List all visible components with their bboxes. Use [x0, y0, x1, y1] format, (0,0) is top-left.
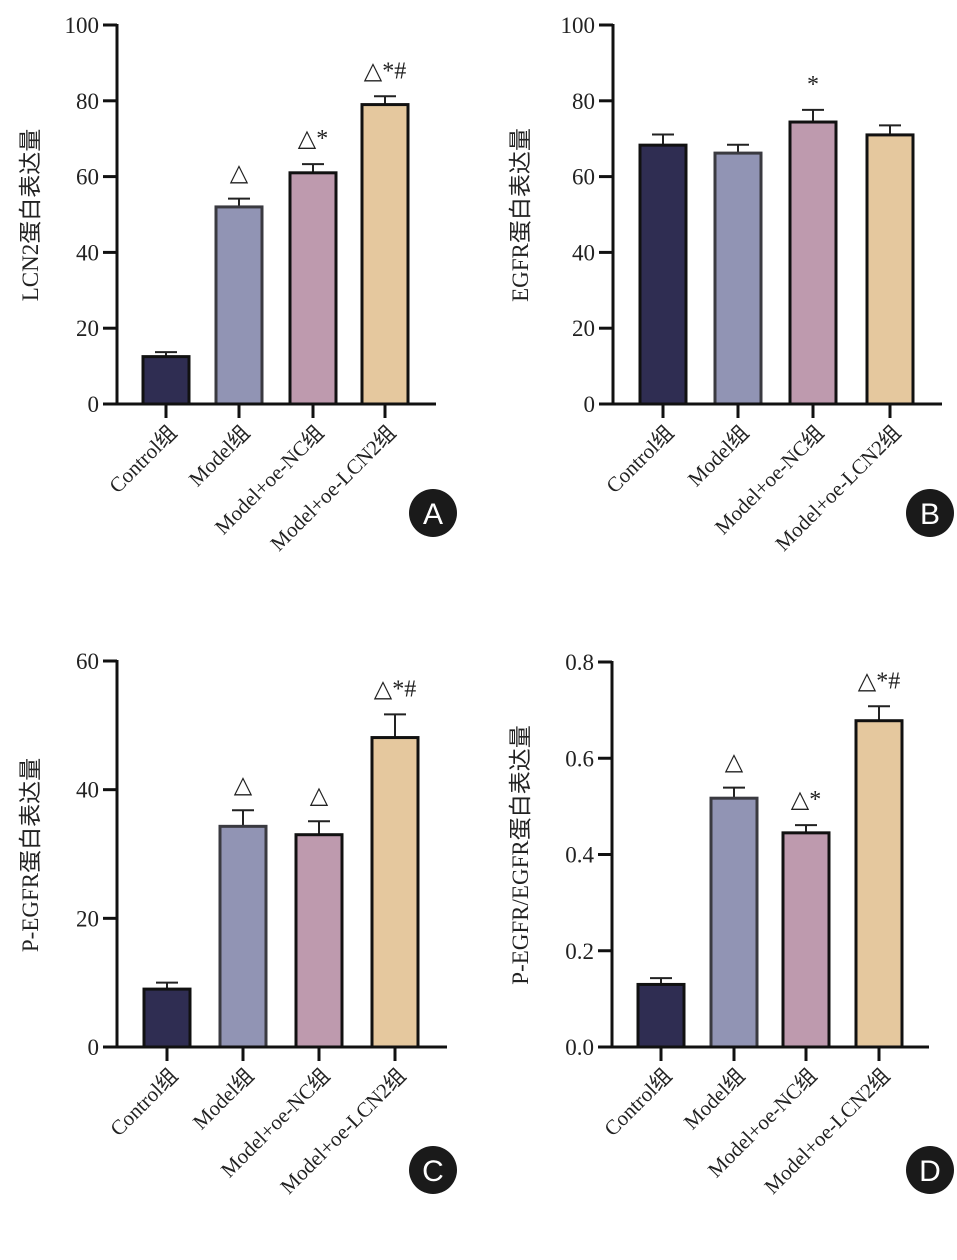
bar	[360, 103, 410, 406]
panel-badge-label: A	[423, 498, 443, 531]
significance-label: △	[234, 772, 253, 798]
panel-badge	[409, 1146, 457, 1194]
bar	[854, 719, 904, 1049]
y-tick-label: 0	[88, 392, 100, 417]
y-tick-label: 20	[572, 316, 595, 341]
bar	[636, 982, 686, 1049]
panel-badge	[409, 489, 457, 537]
y-tick-label: 40	[76, 240, 99, 265]
x-tick-label: Model+oe-LCN2组	[265, 421, 400, 556]
x-tick-label: Model组	[683, 421, 754, 492]
y-tick-label: 100	[65, 13, 100, 38]
y-tick-label: 40	[572, 240, 595, 265]
significance-label: △	[230, 161, 249, 187]
y-tick-label: 0.6	[565, 746, 594, 771]
bar	[141, 355, 191, 406]
y-tick-label: 100	[561, 13, 596, 38]
y-axis-label: LCN2蛋白表达量	[18, 129, 43, 302]
panel-badge	[906, 1146, 954, 1194]
x-tick-label: Control组	[601, 421, 678, 498]
y-tick-label: 60	[76, 165, 99, 190]
bar	[370, 736, 420, 1049]
bar	[294, 833, 344, 1049]
y-tick-label: 60	[572, 165, 595, 190]
y-tick-label: 0	[88, 1035, 100, 1060]
x-tick-label: Control组	[599, 1064, 676, 1141]
y-tick-label: 0.8	[565, 650, 594, 675]
y-tick-label: 20	[76, 316, 99, 341]
bar	[288, 171, 338, 406]
bar	[638, 143, 688, 406]
significance-label: △*	[791, 787, 821, 813]
panel-badge	[906, 489, 954, 537]
significance-label: △*#	[374, 676, 416, 702]
y-axis-label: P-EGFR/EGFR蛋白表达量	[508, 725, 533, 984]
bar	[214, 205, 264, 406]
bar	[218, 824, 268, 1049]
y-tick-label: 60	[76, 649, 99, 674]
bar	[865, 133, 915, 406]
panel-badge-label: B	[920, 498, 940, 531]
bar	[142, 987, 192, 1049]
y-tick-label: 0	[584, 392, 596, 417]
bar	[781, 831, 831, 1049]
x-tick-label: Model组	[184, 421, 255, 492]
y-tick-label: 40	[76, 778, 99, 803]
y-tick-label: 0.2	[565, 939, 594, 964]
y-tick-label: 80	[76, 89, 99, 114]
x-tick-label: Model组	[188, 1064, 259, 1135]
panel-d: △ △* △*# 0.0 0.2 0.4 0.6 0.8 Control组 Model组Model…	[508, 650, 954, 1199]
x-tick-label: Control组	[105, 1064, 182, 1141]
significance-label: △*#	[364, 58, 406, 84]
significance-label: △	[310, 783, 329, 809]
y-axis-label: P-EGFR蛋白表达量	[18, 758, 43, 952]
significance-label: △*	[298, 126, 328, 152]
significance-label: *	[807, 72, 819, 98]
y-tick-label: 0.0	[565, 1035, 594, 1060]
x-tick-label: Control组	[104, 421, 181, 498]
significance-label: △*#	[858, 668, 900, 694]
x-tick-label: Model+oe-LCN2组	[759, 1064, 894, 1199]
x-tick-label: Model组	[679, 1064, 750, 1135]
y-tick-label: 0.4	[565, 843, 594, 868]
bar	[788, 120, 838, 406]
y-tick-label: 80	[572, 89, 595, 114]
panel-a: △ △* △*# 0 20 40 60 80 100 Control组 Model组Model+oe…	[18, 13, 457, 556]
panel-badge-label: D	[919, 1155, 941, 1188]
y-axis-label: EGFR蛋白表达量	[508, 128, 533, 302]
significance-label: △	[725, 750, 744, 776]
x-tick-label: Model+oe-LCN2组	[275, 1064, 410, 1199]
bar	[709, 796, 759, 1049]
y-tick-label: 20	[76, 906, 99, 931]
panel-badge-label: C	[422, 1155, 444, 1188]
bar	[713, 151, 763, 406]
